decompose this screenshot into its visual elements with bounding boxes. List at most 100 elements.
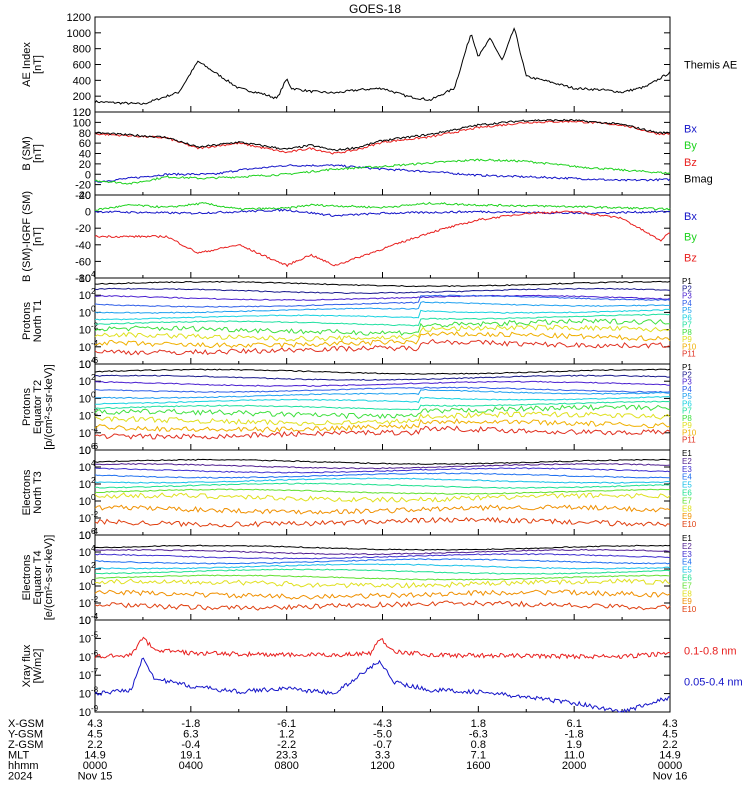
- channel-label: E3: [682, 465, 692, 474]
- channel-p4: [94, 294, 671, 308]
- footer-value: 1200: [370, 760, 394, 772]
- channel-e3: [94, 467, 671, 474]
- channel-label: E2: [682, 542, 692, 551]
- channel-p6: [94, 396, 671, 405]
- channel-p7: [94, 313, 671, 327]
- y-tick-label: -60: [75, 256, 91, 268]
- y-tick-label: 10: [79, 393, 91, 405]
- panel-y-label: Xray flux[W/m2]: [21, 644, 44, 687]
- panel-bdiff: -80 -60 -40 -20 0 20 B (SM)-IGRF (SM)[nT] Bx By B…: [21, 190, 697, 285]
- y-tick-exponent: 0: [91, 390, 96, 399]
- series-bx: [94, 164, 671, 183]
- footer-value: 14.9: [659, 750, 680, 762]
- y-tick-label: -40: [75, 240, 91, 252]
- y-tick-label: 600: [73, 60, 91, 72]
- y-label-line: North T1: [32, 300, 44, 343]
- footer-value: 6.3: [183, 729, 198, 741]
- channel-label: E7: [682, 581, 692, 590]
- channel-label: P2: [682, 284, 692, 293]
- channel-p4: [94, 386, 671, 394]
- legend-label: Bmag: [684, 173, 713, 185]
- legend-label: By: [684, 232, 697, 244]
- legend-label: Themis AE: [684, 60, 737, 72]
- y-tick-label: 10: [79, 273, 91, 285]
- y-tick-label: 800: [73, 44, 91, 56]
- footer-ephemeris: X-GSM 4.3 -1.8 -6.1 -4.3 1.8 6.1 4.3 Y-GSM 4.5 6.3…: [8, 718, 687, 783]
- channel-label: E6: [682, 574, 692, 583]
- footer-value: -4.3: [373, 718, 392, 730]
- series-0-05-0-4-nm: [94, 657, 671, 714]
- series-by: [94, 158, 671, 185]
- legend-label: Bz: [684, 252, 697, 264]
- panel-y-label: ElectronsNorth T3: [21, 469, 44, 515]
- channel-label: E4: [682, 473, 692, 482]
- footer-value: Nov 15: [78, 771, 113, 783]
- y-label-line: [nT]: [32, 227, 44, 246]
- y-tick-exponent: 0: [91, 493, 96, 502]
- y-tick-exponent: -4: [91, 339, 99, 348]
- y-tick-label: 10: [79, 359, 91, 371]
- channel-p3: [95, 294, 671, 301]
- y-tick-label: 10: [79, 670, 91, 682]
- y-label-line: [nT]: [32, 55, 44, 74]
- y-tick-label: 10: [79, 707, 91, 719]
- y-label-line: Electrons: [21, 469, 33, 515]
- y-label-line: [p/(cm²-s-sr-keV)]: [43, 364, 55, 450]
- y-tick-label: -80: [75, 273, 91, 285]
- y-tick-label: 10: [79, 445, 91, 457]
- footer-value: 23.3: [276, 750, 297, 762]
- y-tick-exponent: -4: [91, 612, 99, 621]
- panel-y-label: ProtonsEquator T2[p/(cm²-s-sr-keV)]: [21, 364, 55, 450]
- footer-value: -1.8: [181, 718, 200, 730]
- y-tick-exponent: 0: [91, 578, 96, 587]
- channel-e4: [94, 558, 671, 565]
- y-tick-exponent: 0: [91, 304, 96, 313]
- channel-label: P8: [682, 328, 692, 337]
- channel-e10: [94, 600, 671, 611]
- y-tick-exponent: -2: [91, 595, 99, 604]
- y-tick-label: 80: [79, 128, 91, 140]
- y-tick-label: 10: [79, 564, 91, 576]
- footer-value: 14.9: [84, 750, 105, 762]
- footer-row-label: Z-GSM: [8, 739, 43, 751]
- y-tick-label: 120: [73, 107, 91, 119]
- channel-label: P1: [682, 363, 692, 372]
- y-tick-label: 100: [73, 117, 91, 129]
- y-tick-label: 10: [79, 376, 91, 388]
- y-tick-exponent: -7: [91, 667, 99, 676]
- footer-value: -0.7: [373, 739, 392, 751]
- legend-label: 0.1-0.8 nm: [684, 646, 737, 658]
- y-tick-label: 1000: [67, 28, 91, 40]
- channel-label: E10: [682, 520, 697, 529]
- y-label-line: Protons: [21, 388, 33, 426]
- channel-label: P10: [682, 428, 697, 437]
- channel-label: P10: [682, 342, 697, 351]
- channel-e9: [94, 589, 671, 600]
- panel-frame: [94, 16, 671, 113]
- y-label-line: Electrons: [21, 554, 33, 600]
- channel-e8: [94, 578, 671, 589]
- footer-value: -1.8: [565, 729, 584, 741]
- channel-label: P7: [682, 407, 692, 416]
- footer-row-label: MLT: [8, 750, 29, 762]
- channel-label: P6: [682, 313, 692, 322]
- channel-label: P11: [682, 436, 696, 445]
- y-tick-label: 0: [85, 107, 91, 119]
- channel-p1: [94, 368, 671, 375]
- y-tick-exponent: 4: [91, 270, 96, 279]
- channel-e5: [94, 477, 671, 484]
- channel-p6: [94, 308, 670, 321]
- channel-e2: [95, 463, 671, 470]
- legend-label: By: [684, 140, 697, 152]
- y-tick-label: 0: [85, 169, 91, 181]
- footer-value: 2000: [562, 760, 586, 772]
- channel-e1: [94, 544, 671, 551]
- footer-value: 0.8: [471, 739, 486, 751]
- series-themis-ae: [94, 27, 671, 105]
- channel-p5: [94, 301, 670, 314]
- footer-value: 11.0: [564, 750, 585, 762]
- footer-value: 4.3: [87, 718, 102, 730]
